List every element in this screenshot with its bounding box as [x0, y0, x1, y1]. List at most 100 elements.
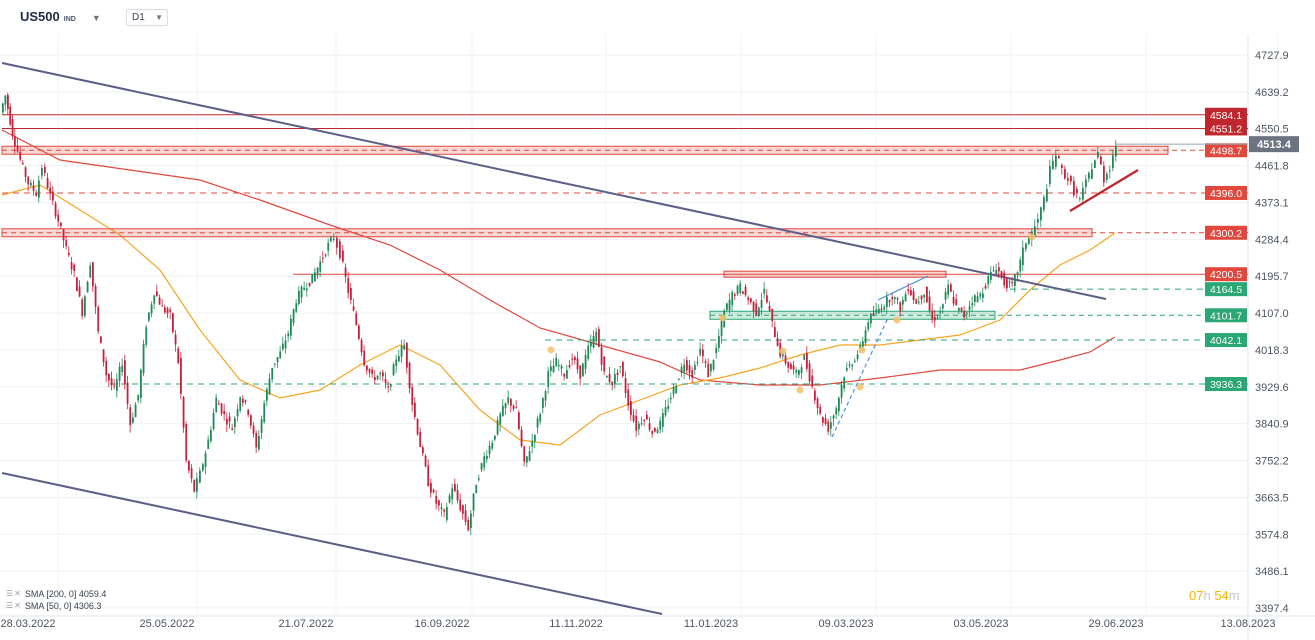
candle-body	[57, 214, 60, 222]
candle-body	[1070, 175, 1072, 182]
candle-body	[662, 413, 664, 427]
candle-body	[456, 490, 459, 501]
candle-body	[795, 369, 798, 373]
candle-body	[464, 510, 467, 522]
candle-body	[867, 322, 870, 330]
candle-body	[750, 298, 752, 303]
candle-body	[816, 398, 819, 409]
candle-body	[427, 465, 430, 487]
candle-body	[108, 373, 110, 381]
candle-body	[507, 397, 510, 404]
level-label: 4164.5	[1210, 284, 1242, 296]
candle-body	[888, 300, 891, 303]
touch-marker	[547, 346, 555, 354]
candle-body	[680, 367, 683, 374]
candle-body	[416, 419, 419, 435]
candle-body	[528, 451, 531, 461]
candle-body	[344, 267, 347, 277]
candle-body	[276, 357, 279, 363]
candle-body	[156, 291, 158, 297]
candle-body	[451, 488, 454, 500]
candle-body	[683, 364, 686, 372]
candle-body	[963, 310, 966, 318]
candle-body	[480, 463, 483, 470]
candle-body	[864, 330, 867, 344]
candle-body	[606, 376, 608, 378]
symbol-selector[interactable]: US500 IND ▼	[20, 9, 101, 24]
candle-body	[231, 428, 234, 430]
candle-body	[137, 394, 140, 401]
chevron-down-icon[interactable]: ▼	[91, 13, 101, 23]
candle-body	[1091, 169, 1093, 179]
candle-body	[97, 307, 100, 332]
candle-body	[827, 421, 830, 432]
candle-body	[319, 261, 322, 272]
candle-body	[622, 362, 624, 377]
candle-body	[398, 356, 400, 362]
level-zone	[709, 310, 996, 320]
candle-body	[784, 355, 787, 364]
candle-body	[330, 237, 332, 242]
candle-body	[619, 366, 622, 368]
candle-body	[368, 368, 371, 373]
candle-body	[212, 412, 215, 430]
candle-body	[571, 358, 574, 360]
candle-body	[950, 284, 952, 292]
candle-body	[587, 345, 590, 359]
candle-body	[2, 103, 4, 113]
candle-body	[982, 293, 984, 298]
candle-body	[448, 495, 451, 503]
indicator-row[interactable]: ☰✕ SMA [50, 0] 4306.3	[6, 600, 106, 612]
candle-body	[118, 366, 121, 381]
indicator-row[interactable]: ☰✕ SMA [200, 0] 4059.4	[6, 588, 106, 600]
candle-body	[145, 327, 148, 345]
level-tag	[1205, 225, 1247, 240]
settings-icon[interactable]: ☰✕	[6, 589, 22, 598]
candle-body	[124, 360, 126, 384]
settings-icon[interactable]: ☰✕	[6, 601, 22, 610]
candle-body	[886, 296, 888, 307]
candle-body	[1055, 155, 1057, 167]
level-label: 4551.2	[1210, 123, 1242, 135]
candle-body	[100, 336, 102, 343]
candle-body	[279, 351, 282, 359]
touch-markers	[547, 233, 1036, 394]
candle-body	[491, 442, 494, 449]
candle-body	[659, 420, 662, 430]
indicator-label: SMA [200, 0] 4059.4	[24, 589, 107, 599]
candle-body	[904, 294, 907, 302]
candle-body	[891, 297, 894, 300]
candle-body	[422, 447, 424, 454]
candle-body	[7, 94, 9, 109]
candle-body	[210, 429, 212, 442]
candle-body	[239, 397, 242, 411]
chevron-down-icon[interactable]: ▼	[155, 13, 163, 22]
candle-body	[70, 262, 73, 270]
candle-body	[918, 301, 920, 303]
candle-body	[768, 306, 771, 311]
candle-body	[574, 357, 576, 360]
candle-body	[1011, 282, 1014, 284]
candle-body	[392, 364, 395, 376]
candle-body	[292, 309, 295, 323]
candle-body	[984, 285, 987, 289]
candle-body	[611, 381, 614, 386]
y-tick-label: 3663.5	[1255, 492, 1289, 504]
timeframe-selector[interactable]: D1 ▼	[126, 9, 168, 26]
candle-body	[499, 413, 502, 425]
candle-body	[86, 281, 89, 293]
candle-body	[691, 370, 694, 378]
candle-body	[207, 439, 210, 449]
candle-body	[715, 347, 718, 354]
candle-body	[1043, 197, 1045, 210]
candle-body	[11, 119, 14, 137]
candle-body	[651, 431, 654, 434]
sma-lines	[1, 129, 1116, 446]
candle-body	[1115, 146, 1117, 157]
candle-body	[483, 456, 486, 468]
rising-support-line	[1069, 169, 1139, 212]
candle-countdown: 07h 54m	[1189, 588, 1240, 603]
candle-body	[314, 272, 316, 282]
candle-body	[1003, 272, 1006, 286]
